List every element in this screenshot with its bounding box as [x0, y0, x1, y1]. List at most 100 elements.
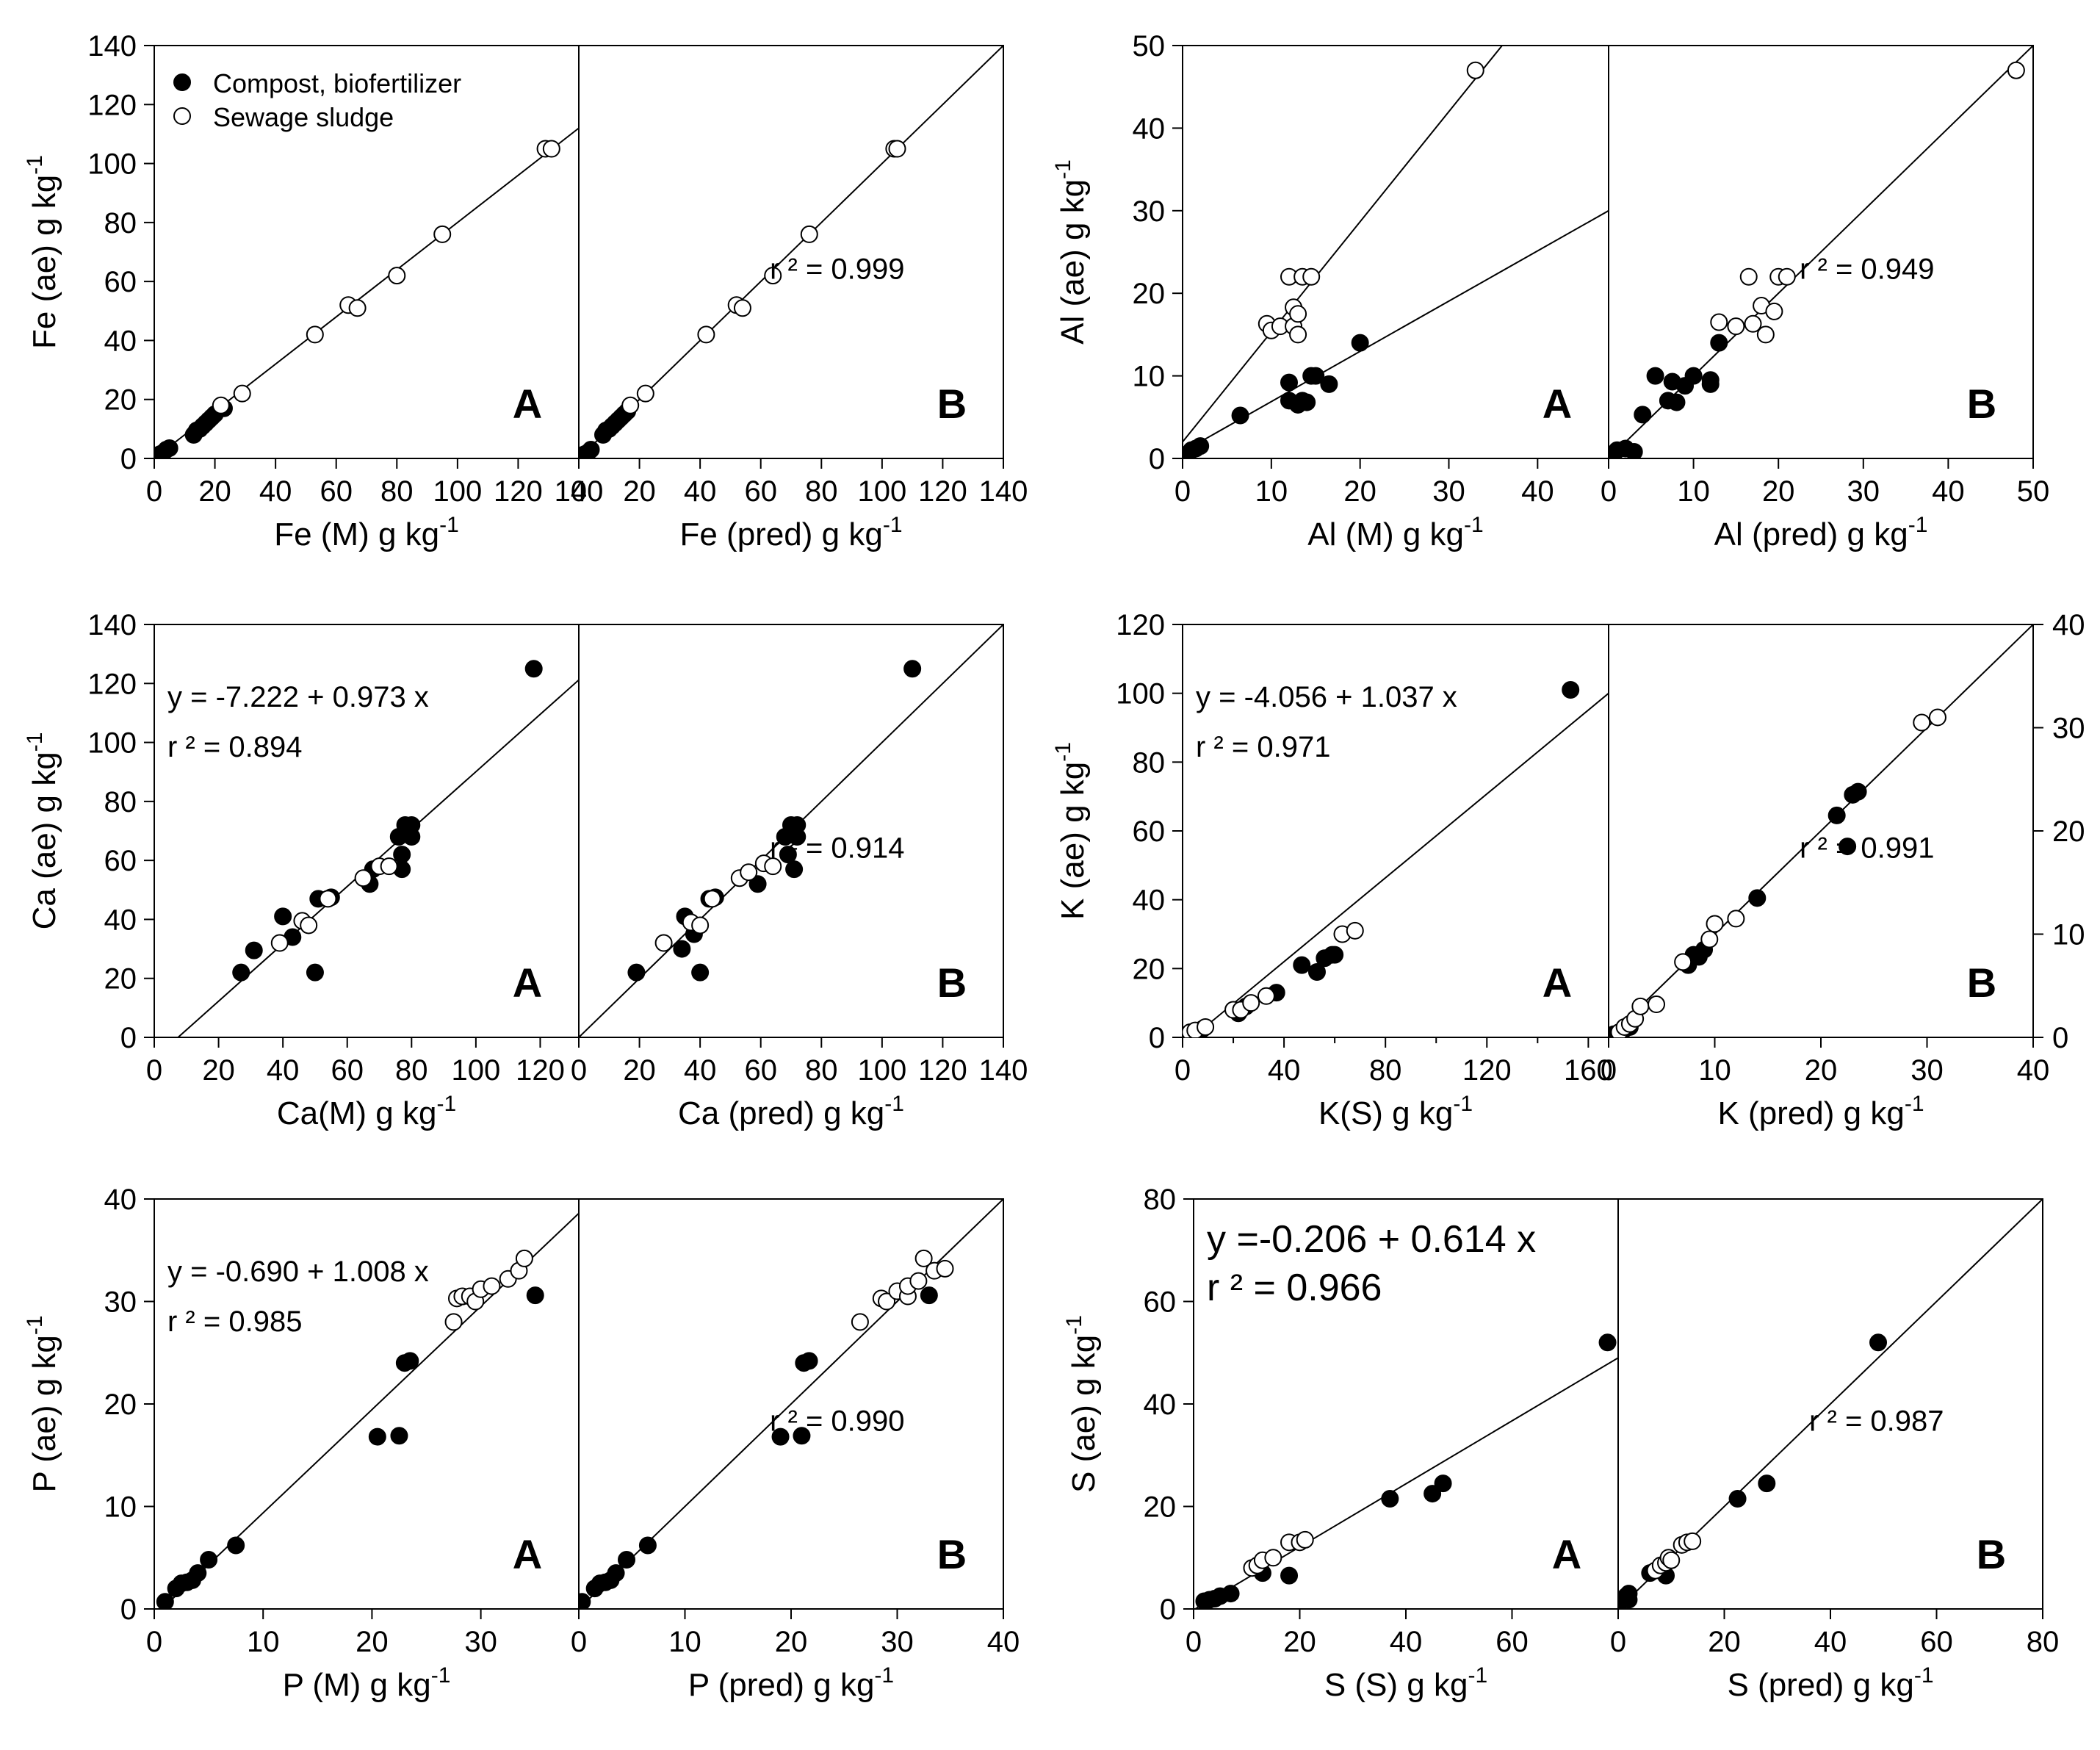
y-axis-title-superscript: -1: [1051, 159, 1075, 179]
chart-fe: Fe (ae) g kg-10 20 40 60 80 100 120 14002040608…: [23, 30, 1028, 552]
x-tick-label: 40: [684, 1054, 717, 1087]
x-axis-title-superscript: -1: [1908, 513, 1928, 537]
y-tick-label: 10: [2052, 919, 2085, 951]
point-sewage-sludge: [1466, 61, 1484, 79]
x-tick-label: 0: [146, 475, 162, 508]
point-sewage-sludge: [433, 225, 452, 243]
y-tick-label: 30: [2052, 713, 2085, 745]
point-sewage-sludge: [1257, 987, 1275, 1005]
x-tick-label: 20: [1805, 1054, 1838, 1087]
x-tick-label: 60: [744, 475, 777, 508]
panel-letter: A: [513, 1531, 542, 1577]
x-tick-label: 0: [1175, 475, 1191, 508]
y-tick-label: 10: [1133, 361, 1166, 393]
point-compost-biofertilizer: [524, 660, 543, 678]
x-tick-label: 20: [198, 475, 231, 508]
r-squared: r ² = 0.949: [1800, 253, 1934, 286]
point-compost-biofertilizer: [579, 1593, 591, 1609]
point-sewage-sludge: [888, 140, 906, 158]
point-compost-biofertilizer: [1381, 1490, 1399, 1508]
y-axis-title-text: Ca (ae) g kg: [26, 752, 62, 929]
point-compost-biofertilizer: [1222, 1585, 1240, 1603]
x-axis-title-superscript: -1: [874, 1663, 894, 1688]
point-sewage-sludge: [697, 325, 715, 344]
x-tick-label: 30: [1847, 475, 1880, 508]
x-tick-label: 100: [452, 1054, 501, 1087]
x-tick-label: 10: [1255, 475, 1288, 508]
point-sewage-sludge: [764, 857, 782, 876]
point-compost-biofertilizer: [1839, 838, 1857, 856]
point-sewage-sludge: [1264, 1549, 1282, 1567]
y-axis-title: Fe (ae) g kg-1: [23, 155, 62, 349]
point-compost-biofertilizer: [1351, 334, 1369, 352]
point-compost-biofertilizer: [306, 963, 324, 982]
y-tick-label: 20: [104, 963, 137, 995]
y-axis-title-text: S (ae) g kg: [1066, 1335, 1102, 1493]
point-compost-biofertilizer: [1646, 367, 1664, 385]
x-axis-title-superscript: -1: [1464, 513, 1484, 537]
point-sewage-sludge: [348, 299, 367, 317]
point-sewage-sludge: [1700, 930, 1719, 948]
x-tick-label: 30: [1432, 475, 1465, 508]
x-axis-title-superscript: -1: [1468, 1663, 1487, 1688]
point-sewage-sludge: [691, 916, 710, 935]
point-compost-biofertilizer: [1684, 367, 1703, 385]
r-squared: r ² = 0.966: [1207, 1267, 1382, 1309]
x-tick-label: 0: [146, 1054, 162, 1087]
point-compost-biofertilizer: [1758, 1474, 1776, 1493]
point-sewage-sludge: [703, 890, 721, 908]
x-axis-title: P (M) g kg-1: [283, 1663, 451, 1703]
y-tick-label: 40: [104, 1184, 137, 1216]
x-tick-label: 0: [1610, 1626, 1626, 1658]
point-compost-biofertilizer: [1298, 393, 1316, 411]
x-axis-title-text: S (S) g kg: [1324, 1667, 1468, 1703]
r-squared: r ² = 0.971: [1196, 731, 1330, 763]
y-tick-label: 60: [1144, 1286, 1177, 1319]
point-sewage-sludge: [621, 396, 640, 414]
x-axis-title: Fe (M) g kg-1: [274, 513, 459, 552]
x-tick-label: 40: [2017, 1054, 2050, 1087]
x-tick-label: 40: [1390, 1626, 1423, 1658]
panel-ca-a: 0 20 40 60 80 100 120 0 20 40 60 80 100 120 140 Ca(M) g…: [87, 609, 580, 1131]
point-sewage-sludge: [878, 1292, 896, 1311]
x-tick-label: 160: [1564, 1054, 1613, 1087]
x-axis-title-superscript: -1: [884, 1092, 904, 1116]
x-axis-title-text: S (pred) g kg: [1727, 1667, 1913, 1703]
y-tick-label: 20: [1144, 1491, 1177, 1524]
y-tick-label: 40: [1133, 885, 1166, 917]
point-sewage-sludge: [1727, 910, 1745, 928]
y-tick-label: 0: [1149, 443, 1165, 475]
point-sewage-sludge: [1289, 305, 1307, 323]
point-sewage-sludge: [1242, 994, 1260, 1012]
x-tick-label: 40: [1268, 1054, 1301, 1087]
point-compost-biofertilizer: [1620, 1585, 1638, 1603]
x-tick-label: 140: [979, 1054, 1028, 1087]
point-sewage-sludge: [1928, 708, 1946, 727]
point-sewage-sludge: [1346, 921, 1364, 940]
x-tick-label: 20: [1283, 1626, 1316, 1658]
y-axis-title: Al (ae) g kg-1: [1051, 159, 1091, 345]
y-tick-label: 20: [1133, 278, 1166, 310]
x-axis-title-superscript: -1: [883, 513, 903, 537]
regression-equation: y = -0.690 + 1.008 x: [167, 1256, 429, 1288]
y-axis-title-text: K (ae) g kg: [1055, 762, 1091, 920]
point-compost-biofertilizer: [1307, 963, 1326, 982]
point-compost-biofertilizer: [1701, 371, 1720, 389]
point-sewage-sludge: [270, 934, 289, 952]
x-tick-label: 80: [380, 475, 414, 508]
x-axis-title-superscript: -1: [436, 1092, 456, 1116]
point-sewage-sludge: [636, 384, 654, 403]
point-sewage-sludge: [542, 140, 560, 158]
point-compost-biofertilizer: [1280, 1566, 1299, 1585]
point-sewage-sludge: [1913, 713, 1931, 732]
panel-letter: A: [513, 381, 542, 427]
x-axis-title: Al (M) g kg-1: [1307, 513, 1483, 552]
x-tick-label: 80: [805, 1054, 838, 1087]
point-compost-biofertilizer: [401, 1352, 419, 1370]
x-tick-label: 120: [918, 1054, 967, 1087]
panel-letter: B: [1967, 381, 1996, 427]
point-compost-biofertilizer: [800, 1352, 818, 1370]
point-compost-biofertilizer: [1424, 1485, 1442, 1503]
point-sewage-sludge: [740, 863, 758, 882]
y-axis-title: S (ae) g kg-1: [1062, 1315, 1102, 1493]
